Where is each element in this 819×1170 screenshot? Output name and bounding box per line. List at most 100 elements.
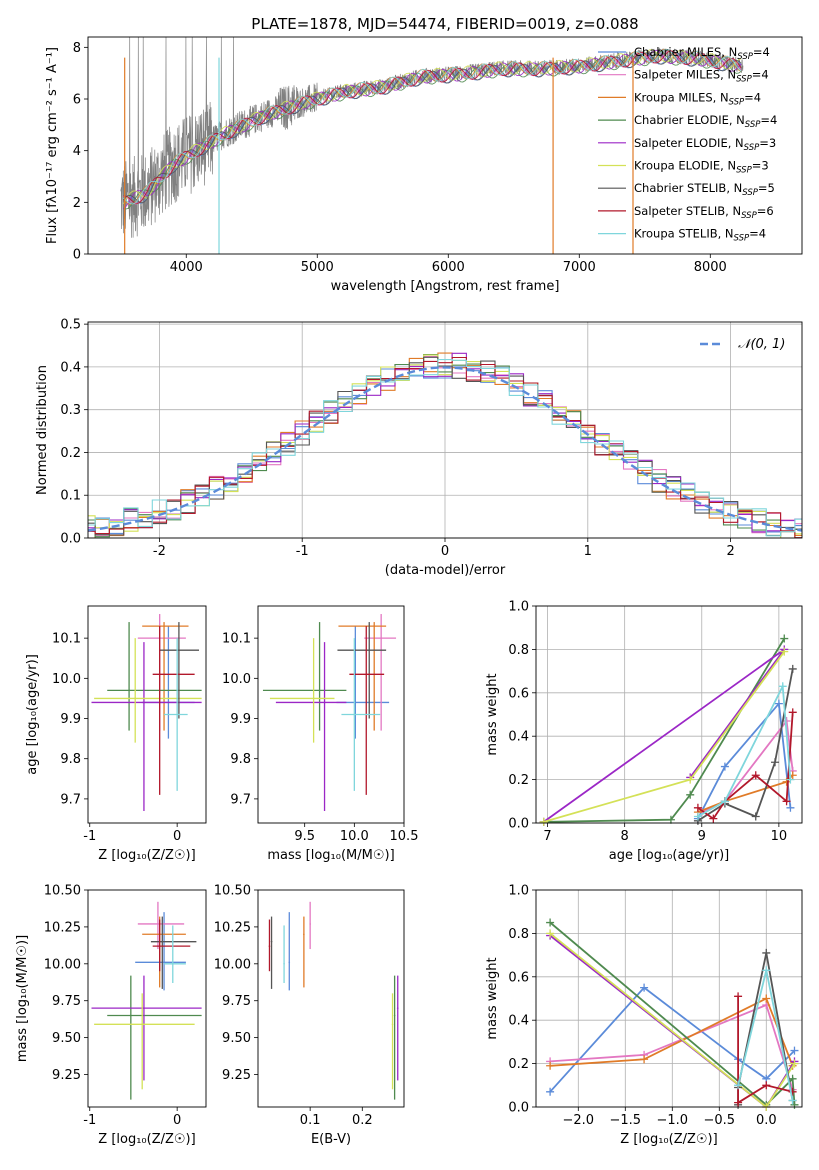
marker-salpeter_stelib [751, 771, 760, 780]
axes-frame [87, 36, 803, 255]
point-chabrier_elodie [393, 1014, 396, 1017]
legend-subscript: SSP [741, 211, 757, 221]
legend-label: Salpeter STELIB, N [634, 204, 741, 218]
legend-label: Kroupa ELODIE, N [634, 159, 736, 173]
y-tick-label: 9.7 [230, 792, 251, 807]
age_vs_mass-xlabel: mass [log₁₀(M/M☉)] [267, 848, 394, 863]
point-chabrier_stelib [178, 649, 180, 652]
y-tick-label: 9.8 [60, 752, 81, 767]
point-salpeter_stelib [158, 673, 161, 676]
age_vs_Z-ylabel: age [log₁₀(age/yr)] [25, 654, 40, 775]
x-tick-label: 0.0 [756, 1113, 777, 1128]
legend-subscript: SSP [736, 166, 752, 176]
weight_vs_Z-ylabel: mass weight [485, 957, 500, 1039]
y-tick-label: 0.0 [508, 817, 529, 832]
y-tick-label: 0.4 [60, 360, 81, 375]
y-tick-label: 0.4 [508, 1014, 529, 1029]
legend-count: =6 [757, 204, 774, 218]
legend-label: Salpeter ELODIE, N [634, 136, 744, 150]
histogram-kroupa_stelib [88, 359, 802, 537]
y-tick-label: 9.8 [230, 752, 251, 767]
y-tick-label: 1.0 [508, 884, 529, 899]
x-tick-label: 0 [441, 544, 449, 559]
axes-frame [257, 889, 405, 1108]
histogram-salpeter_stelib [88, 356, 802, 538]
chart-title: PLATE=1878, MJD=54474, FIBERID=0019, z=0… [251, 15, 638, 33]
y-tick-label: 10.1 [52, 632, 81, 647]
marker-chabrier_miles [640, 983, 649, 992]
weight-line-salpeter_elodie [543, 648, 786, 823]
residuals-axes: -2 -1 0 1 2 0.0 0.1 0.2 0.3 0.4 0.5 (data-model)/er… [35, 318, 802, 578]
weight_vs_Z-xlabel: Z [log₁₀(Z/Z☉)] [620, 1132, 717, 1147]
y-tick-label: 9.25 [52, 1068, 81, 1083]
marker-chabrier_miles [790, 1046, 799, 1055]
x-tick-label: 5000 [301, 260, 334, 275]
marker-chabrier_elodie [788, 1074, 797, 1083]
point-chabrier_elodie [128, 689, 130, 692]
y-tick-label: 10.00 [214, 957, 251, 972]
marker-kroupa_miles [762, 994, 771, 1003]
point-salpeter_miles [380, 637, 382, 639]
x-tick-label: -1 [296, 544, 309, 559]
marker-salpeter_stelib [693, 803, 702, 812]
histogram-chabrier_stelib [88, 356, 802, 536]
x-tick-label: −2.0 [563, 1113, 595, 1128]
model-kroupa_stelib [123, 48, 742, 205]
x-tick-label: 1 [584, 544, 592, 559]
x-tick-label: 10 [771, 829, 788, 844]
marker-kroupa_stelib [762, 966, 771, 975]
axes-frame [87, 605, 207, 824]
y-tick-label: 10.1 [222, 632, 251, 647]
point-kroupa_elodie [134, 697, 136, 700]
x-tick-label: 8 [621, 829, 629, 844]
point-chabrier_stelib [368, 649, 371, 652]
marker-chabrier_miles [786, 803, 795, 812]
residuals-ylabel: Normed distribution [35, 365, 50, 495]
y-tick-label: 0.0 [508, 1101, 529, 1116]
point-kroupa_elodie [312, 697, 315, 700]
legend-subscript: SSP [734, 234, 750, 244]
model-chabrier_stelib [123, 52, 742, 204]
marker-chabrier_stelib [788, 664, 797, 673]
point-kroupa_stelib [176, 713, 178, 716]
marker-kroupa_miles [546, 1061, 555, 1070]
model-chabrier_elodie [123, 51, 742, 210]
marker-salpeter_stelib [734, 1098, 743, 1107]
y-tick-label: 10.50 [44, 884, 81, 899]
marker-kroupa_elodie [780, 647, 789, 656]
marker-chabrier_stelib [762, 948, 771, 957]
legend-subscript: SSP [742, 188, 758, 198]
marker-salpeter_stelib [709, 814, 718, 823]
marker-kroupa_stelib [778, 682, 787, 691]
y-tick-label: 9.25 [222, 1068, 251, 1083]
x-tick-label: −1.0 [657, 1113, 689, 1128]
legend-label: Chabrier MILES, N [634, 45, 737, 59]
weight-line-kroupa_elodie [549, 932, 796, 1107]
marker-kroupa_stelib [720, 797, 729, 806]
y-tick-label: 4 [73, 144, 81, 159]
point-kroupa_miles [373, 625, 376, 627]
y-tick-label: 9.9 [230, 712, 251, 727]
y-tick-label: 6 [73, 93, 81, 108]
marker-chabrier_elodie [546, 918, 555, 927]
legend-label: Chabrier ELODIE, N [634, 113, 745, 127]
point-salpeter_miles [309, 923, 311, 925]
y-tick-label: 0.8 [508, 643, 529, 658]
y-tick-label: 0 [73, 248, 81, 263]
legend-count: =4 [760, 113, 777, 127]
point-chabrier_stelib [270, 940, 273, 943]
marker-kroupa_elodie [790, 1059, 799, 1068]
y-tick-label: 0.3 [60, 403, 81, 418]
normal-curve [88, 366, 802, 532]
y-tick-label: 10.00 [44, 957, 81, 972]
weight_vs_age-xlabel: age [log₁₀(age/yr)] [609, 848, 730, 863]
y-tick-label: 1.0 [508, 600, 529, 615]
point-salpeter_elodie [323, 701, 326, 704]
y-tick-label: 0.0 [60, 532, 81, 547]
point-chabrier_stelib [161, 940, 164, 943]
marker-kroupa_elodie [686, 775, 695, 784]
point-kroupa_stelib [283, 963, 285, 965]
point-salpeter_stelib [365, 673, 368, 676]
